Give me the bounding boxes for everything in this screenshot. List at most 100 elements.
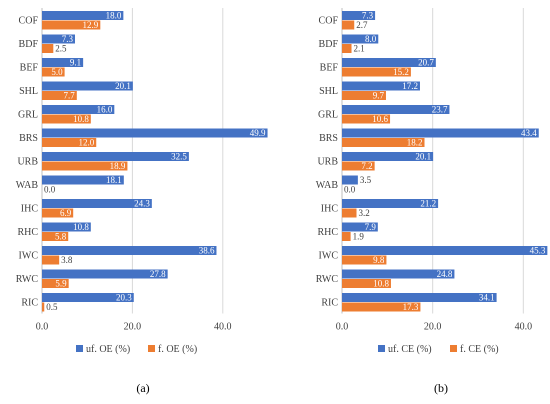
panel-b-data-label: 9.8 xyxy=(373,255,385,265)
panel-b-data-label: 15.2 xyxy=(393,67,409,77)
panel-b-x-tick-label: 20.0 xyxy=(424,322,442,333)
panel-a-bar-unfiltered xyxy=(42,269,168,279)
panel-a-data-label: 2.5 xyxy=(55,44,67,54)
panel-b-data-label: 3.2 xyxy=(359,208,370,218)
panel-b-x-tick-label: 0.0 xyxy=(336,322,349,333)
panel-a-category-label: URB xyxy=(17,156,38,167)
panel-a-bar-filtered xyxy=(42,255,60,265)
panel-b-data-label: 18.2 xyxy=(407,138,423,148)
panel-b-data-label: 8.0 xyxy=(365,34,377,44)
panel-a-data-label: 38.6 xyxy=(199,246,215,256)
panel-a-data-label: 49.9 xyxy=(250,128,266,138)
panel-a-data-label: 20.3 xyxy=(116,293,132,303)
panel-b-category-label: SHL xyxy=(319,86,338,97)
panel-a-bar-filtered xyxy=(42,232,69,241)
panel-a-category-label: RIC xyxy=(21,297,38,308)
panel-a-data-label: 32.5 xyxy=(171,152,187,162)
panel-a-category-label: BEF xyxy=(20,62,39,73)
panel-b-category-label: BRS xyxy=(319,133,338,144)
panel-a-bar-unfiltered xyxy=(42,152,189,161)
panel-b-bar-unfiltered xyxy=(342,222,378,232)
panel-b-data-label: 23.7 xyxy=(432,105,448,115)
panel-a-bar-unfiltered xyxy=(42,199,152,208)
panel-a-bar-filtered xyxy=(42,161,128,171)
panel-b-legend-swatch-filtered xyxy=(450,345,457,352)
panel-a-bar-unfiltered xyxy=(42,58,84,67)
panel-a-bar-filtered xyxy=(42,279,69,288)
panel-b-legend-swatch-unfiltered xyxy=(378,345,385,352)
panel-b-bar-unfiltered xyxy=(342,128,539,138)
panel-a-data-label: 16.0 xyxy=(97,105,113,115)
panel-b-category-label: COF xyxy=(319,15,339,26)
panel-b-data-label: 10.6 xyxy=(372,114,388,124)
panel-a-x-tick-label: 40.0 xyxy=(214,322,232,333)
panel-a-data-label: 7.7 xyxy=(64,91,76,101)
panel-a-data-label: 12.0 xyxy=(78,138,94,148)
panel-b-bar-filtered xyxy=(342,114,391,124)
panel-a-data-label: 5.9 xyxy=(55,279,67,289)
panel-b-category-label: URB xyxy=(317,156,338,167)
panel-b-category-label: BEF xyxy=(320,62,339,73)
panel-a-category-label: BDF xyxy=(19,39,39,50)
panel-a-x-tick-label: 0.0 xyxy=(36,322,49,333)
panel-b-data-label: 34.1 xyxy=(479,293,495,303)
panel-b-data-label: 17.2 xyxy=(402,81,418,91)
panel-a-data-label: 3.8 xyxy=(61,255,73,265)
panel-b-bar-unfiltered xyxy=(342,81,420,91)
panel-a-bar-unfiltered xyxy=(42,128,268,138)
panel-b-data-label: 2.1 xyxy=(354,44,365,54)
panel-a-x-tick-label: 20.0 xyxy=(124,322,142,333)
panel-a-data-label: 20.1 xyxy=(115,81,131,91)
panel-b-bar-filtered xyxy=(342,44,352,53)
panel-a-legend-swatch-filtered xyxy=(148,345,155,352)
panel-a-category-label: COF xyxy=(19,15,39,26)
panel-b-bar-filtered xyxy=(342,67,411,77)
panel-b-x-tick-label: 40.0 xyxy=(515,322,533,333)
panel-a-bar-filtered xyxy=(42,208,74,218)
panel-b-bar-filtered xyxy=(342,20,355,30)
panel-a-data-label: 18.9 xyxy=(110,161,126,171)
panel-b-data-label: 24.8 xyxy=(437,269,453,279)
panel-b-data-label: 3.5 xyxy=(360,175,372,185)
panel-b-bar-unfiltered xyxy=(342,293,497,302)
panel-b-data-label: 20.7 xyxy=(418,58,434,68)
panel-b-category-label: BDF xyxy=(319,39,339,50)
panel-b-data-label: 45.3 xyxy=(530,246,546,256)
panel-a-bar-unfiltered xyxy=(42,293,134,302)
panel-a-bar-unfiltered xyxy=(42,34,75,44)
panel-a-bar-filtered xyxy=(42,91,77,100)
panel-b-bar-filtered xyxy=(342,161,375,171)
panel-b-legend-label: uf. CE (%) xyxy=(388,344,432,355)
panel-a-bar-filtered xyxy=(42,138,97,147)
panel-b-bar-unfiltered xyxy=(342,175,358,185)
panel-b-bar-filtered xyxy=(342,279,391,288)
panel-a-data-label: 5.0 xyxy=(51,67,63,77)
panel-b-data-label: 10.8 xyxy=(373,279,389,289)
panel-a-data-label: 0.5 xyxy=(46,302,58,312)
panel-b-data-label: 1.9 xyxy=(353,232,365,242)
panel-b-bar-filtered xyxy=(342,255,387,265)
panel-b-bar-unfiltered xyxy=(342,246,548,255)
panel-a-data-label: 10.8 xyxy=(73,222,89,232)
panel-b-category-label: RHC xyxy=(317,227,338,238)
panel-a-category-label: WAB xyxy=(16,180,39,191)
panel-a-bar-filtered xyxy=(42,114,91,124)
panel-a-bar-unfiltered xyxy=(42,105,115,114)
panel-a-bar-unfiltered xyxy=(42,222,91,232)
panel-b-category-label: WAB xyxy=(316,180,339,191)
panel-b-bar-unfiltered xyxy=(342,105,450,114)
panel-b-bar-filtered xyxy=(342,91,386,100)
panel-b-bar-filtered xyxy=(342,138,425,147)
panel-b-data-label: 21.2 xyxy=(420,199,436,209)
panel-a-data-label: 12.9 xyxy=(83,20,99,30)
panel-a-data-label: 24.3 xyxy=(134,199,150,209)
panel-a-bar-unfiltered xyxy=(42,11,124,20)
panel-b-bar-filtered xyxy=(342,302,421,312)
panel-b-bar-filtered xyxy=(342,232,351,241)
panel-a-data-label: 5.8 xyxy=(55,232,67,242)
panel-a-panel-label: (a) xyxy=(136,381,149,395)
panel-b-category-label: RWC xyxy=(316,274,339,285)
panel-b-bar-unfiltered xyxy=(342,269,455,279)
panel-a-bar-unfiltered xyxy=(42,175,124,185)
panel-b-data-label: 7.3 xyxy=(362,11,374,21)
